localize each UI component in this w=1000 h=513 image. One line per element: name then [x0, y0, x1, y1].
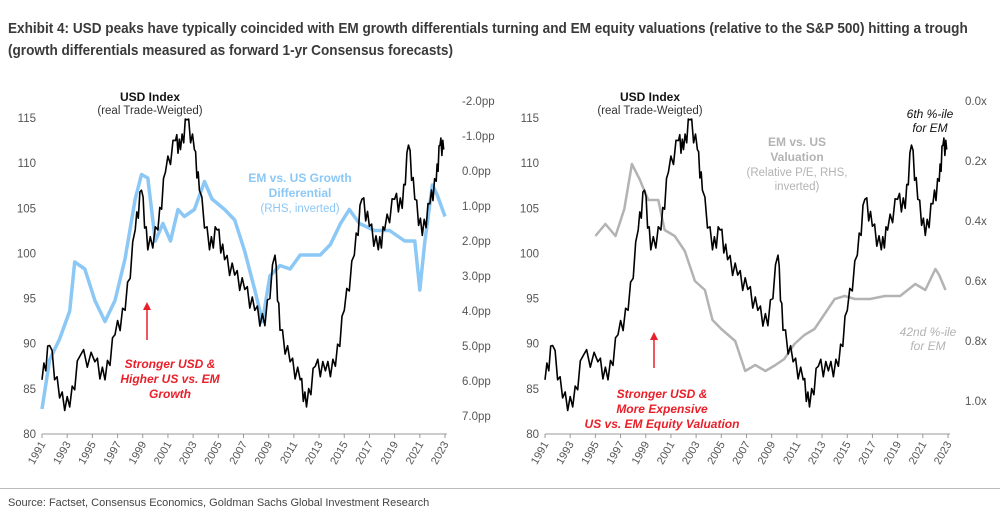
arrow-head-icon: [650, 332, 658, 340]
x-tick-label: 2015: [831, 440, 854, 467]
x-tick-label: 2005: [705, 440, 728, 467]
x-tick-label: 2003: [680, 440, 703, 467]
footer-divider: [0, 488, 1000, 489]
x-tick-label: 1995: [76, 440, 99, 467]
x-tick-label: 2021: [404, 440, 427, 467]
valuation-label-3: (Relative P/E, RHS,: [747, 167, 848, 179]
x-tick-label: 2021: [907, 440, 930, 467]
usd-label-title: USD Index: [620, 90, 680, 104]
x-tick-label: 2015: [328, 440, 351, 467]
x-tick-label: 1997: [605, 440, 628, 467]
y-tick-label: 85: [23, 384, 36, 396]
x-tick-label: 2011: [278, 440, 300, 466]
x-tick-label: 2023: [932, 440, 955, 467]
x-tick-label: 2013: [303, 440, 326, 467]
y2-tick-label: 2.0pp: [462, 236, 491, 248]
y-tick-label: 85: [526, 384, 539, 396]
y2-tick-label: 6.0pp: [462, 376, 491, 388]
valuation-label-2: Valuation: [770, 150, 823, 164]
annotation-2: Higher US vs. EM: [120, 372, 220, 386]
x-tick-label: 2011: [781, 440, 803, 466]
y2-tick-label: -2.0pp: [462, 96, 495, 108]
x-tick-label: 2007: [227, 440, 250, 467]
y2-tick-label: 7.0pp: [462, 411, 491, 423]
y2-tick-label: 0.8x: [965, 336, 987, 348]
x-tick-label: 2013: [806, 440, 829, 467]
y-tick-label: 90: [526, 339, 539, 351]
valuation-line: [594, 162, 947, 373]
x-tick-label: 1999: [630, 440, 653, 467]
y-tick-label: 105: [17, 203, 36, 215]
annotation-3: Growth: [149, 387, 191, 401]
x-tick-label: 1991: [26, 440, 49, 467]
annotation-3: US vs. EM Equity Valuation: [585, 417, 740, 431]
x-tick-label: 2017: [856, 440, 879, 467]
x-tick-label: 2007: [730, 440, 753, 467]
y-tick-label: 90: [23, 339, 36, 351]
growth-label-2: Differential: [269, 186, 332, 200]
chart-valuation: USD Index (real Trade-Weigted) EM vs. US…: [520, 90, 987, 467]
usd-index-line: [544, 118, 948, 412]
x-tick-label: 2003: [177, 440, 200, 467]
y2-tick-label: 3.0pp: [462, 271, 491, 283]
x-tick-label: 2019: [882, 440, 905, 467]
y-tick-label: 110: [18, 158, 36, 170]
exhibit-title: Exhibit 4: USD peaks have typically coin…: [8, 21, 968, 59]
usd-label-subtitle: (real Trade-Weigted): [97, 105, 202, 117]
y2-tick-label: 5.0pp: [462, 341, 491, 353]
x-tick-label: 2001: [655, 440, 678, 467]
y2-tick-label: 0.4x: [965, 216, 987, 228]
pct-high-2: for EM: [912, 121, 947, 135]
y-tick-label: 110: [521, 158, 539, 170]
pct-low-1: 42nd %-ile: [900, 325, 957, 339]
y2-tick-label: 1.0pp: [462, 201, 491, 213]
y-tick-label: 115: [18, 113, 36, 125]
x-tick-label: 1995: [579, 440, 602, 467]
x-tick-label: 2017: [353, 440, 376, 467]
growth-label-3: (RHS, inverted): [260, 203, 339, 215]
x-tick-label: 1997: [102, 440, 125, 467]
y-tick-label: 105: [520, 203, 539, 215]
y2-tick-label: 0.2x: [965, 156, 987, 168]
annotation-2: More Expensive: [616, 402, 708, 416]
y2-tick-label: 0.0pp: [462, 166, 491, 178]
y-tick-label: 80: [23, 429, 36, 441]
source-note: Source: Factset, Consensus Economics, Go…: [8, 497, 430, 509]
x-tick-label: 2009: [253, 440, 276, 467]
y-tick-label: 100: [17, 248, 36, 260]
y2-tick-label: 0.0x: [965, 96, 987, 108]
valuation-label-1: EM vs. US: [768, 135, 826, 149]
y-tick-label: 95: [23, 294, 36, 306]
valuation-label-4: inverted): [775, 181, 820, 193]
arrow-head-icon: [143, 302, 151, 310]
x-tick-label: 1991: [529, 440, 552, 467]
usd-label-subtitle: (real Trade-Weigted): [597, 105, 702, 117]
pct-low-2: for EM: [910, 339, 945, 353]
y2-tick-label: 1.0x: [965, 396, 987, 408]
chart-growth-differential: USD Index (real Trade-Weigted) EM vs. US…: [17, 90, 495, 467]
y2-tick-label: -1.0pp: [462, 131, 495, 143]
x-tick-label: 2019: [379, 440, 402, 467]
y2-tick-label: 0.6x: [965, 276, 987, 288]
pct-high-1: 6th %-ile: [907, 107, 954, 121]
y-tick-label: 95: [526, 294, 539, 306]
x-tick-label: 1993: [554, 440, 577, 467]
x-tick-label: 2005: [202, 440, 225, 467]
x-tick-label: 1999: [127, 440, 150, 467]
y2-tick-label: 4.0pp: [462, 306, 491, 318]
growth-differential-line: [40, 172, 447, 410]
y-tick-label: 115: [521, 113, 539, 125]
usd-label-title: USD Index: [120, 90, 180, 104]
annotation-1: Stronger USD &: [125, 357, 216, 371]
usd-index-line: [41, 118, 445, 412]
x-tick-label: 1993: [51, 440, 74, 467]
growth-label-1: EM vs. US Growth: [248, 171, 351, 185]
annotation-1: Stronger USD &: [617, 387, 708, 401]
y-tick-label: 100: [520, 248, 539, 260]
x-tick-label: 2001: [152, 440, 175, 467]
x-tick-label: 2009: [756, 440, 779, 467]
x-tick-label: 2023: [429, 440, 452, 467]
y-tick-label: 80: [526, 429, 539, 441]
